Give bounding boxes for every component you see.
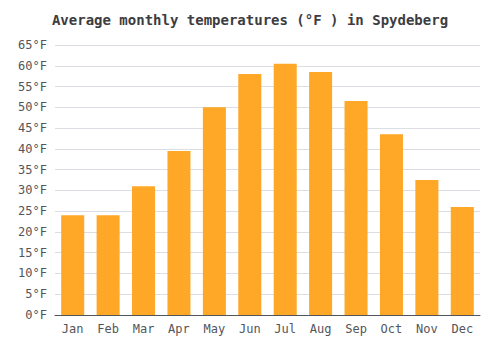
svg-text:25°F: 25°F xyxy=(18,204,47,218)
svg-text:Apr: Apr xyxy=(168,322,190,336)
svg-text:Mar: Mar xyxy=(133,322,155,336)
svg-text:Jan: Jan xyxy=(62,322,84,336)
svg-text:Jul: Jul xyxy=(274,322,296,336)
svg-text:50°F: 50°F xyxy=(18,100,47,114)
svg-text:Aug: Aug xyxy=(310,322,332,336)
svg-text:5°F: 5°F xyxy=(25,287,47,301)
svg-text:Dec: Dec xyxy=(451,322,473,336)
svg-text:May: May xyxy=(204,322,226,336)
svg-text:35°F: 35°F xyxy=(18,163,47,177)
svg-text:60°F: 60°F xyxy=(18,59,47,73)
svg-text:15°F: 15°F xyxy=(18,246,47,260)
svg-text:55°F: 55°F xyxy=(18,80,47,94)
svg-text:20°F: 20°F xyxy=(18,225,47,239)
svg-text:0°F: 0°F xyxy=(25,308,47,322)
svg-text:Sep: Sep xyxy=(345,322,367,336)
svg-text:40°F: 40°F xyxy=(18,142,47,156)
svg-text:Average monthly temperatures (: Average monthly temperatures (°F ) in Sp… xyxy=(52,12,448,28)
svg-text:Nov: Nov xyxy=(416,322,438,336)
svg-text:Oct: Oct xyxy=(381,322,403,336)
svg-text:45°F: 45°F xyxy=(18,121,47,135)
svg-text:10°F: 10°F xyxy=(18,266,47,280)
svg-text:Feb: Feb xyxy=(97,322,119,336)
svg-text:30°F: 30°F xyxy=(18,183,47,197)
svg-text:Jun: Jun xyxy=(239,322,261,336)
svg-text:65°F: 65°F xyxy=(18,38,47,52)
